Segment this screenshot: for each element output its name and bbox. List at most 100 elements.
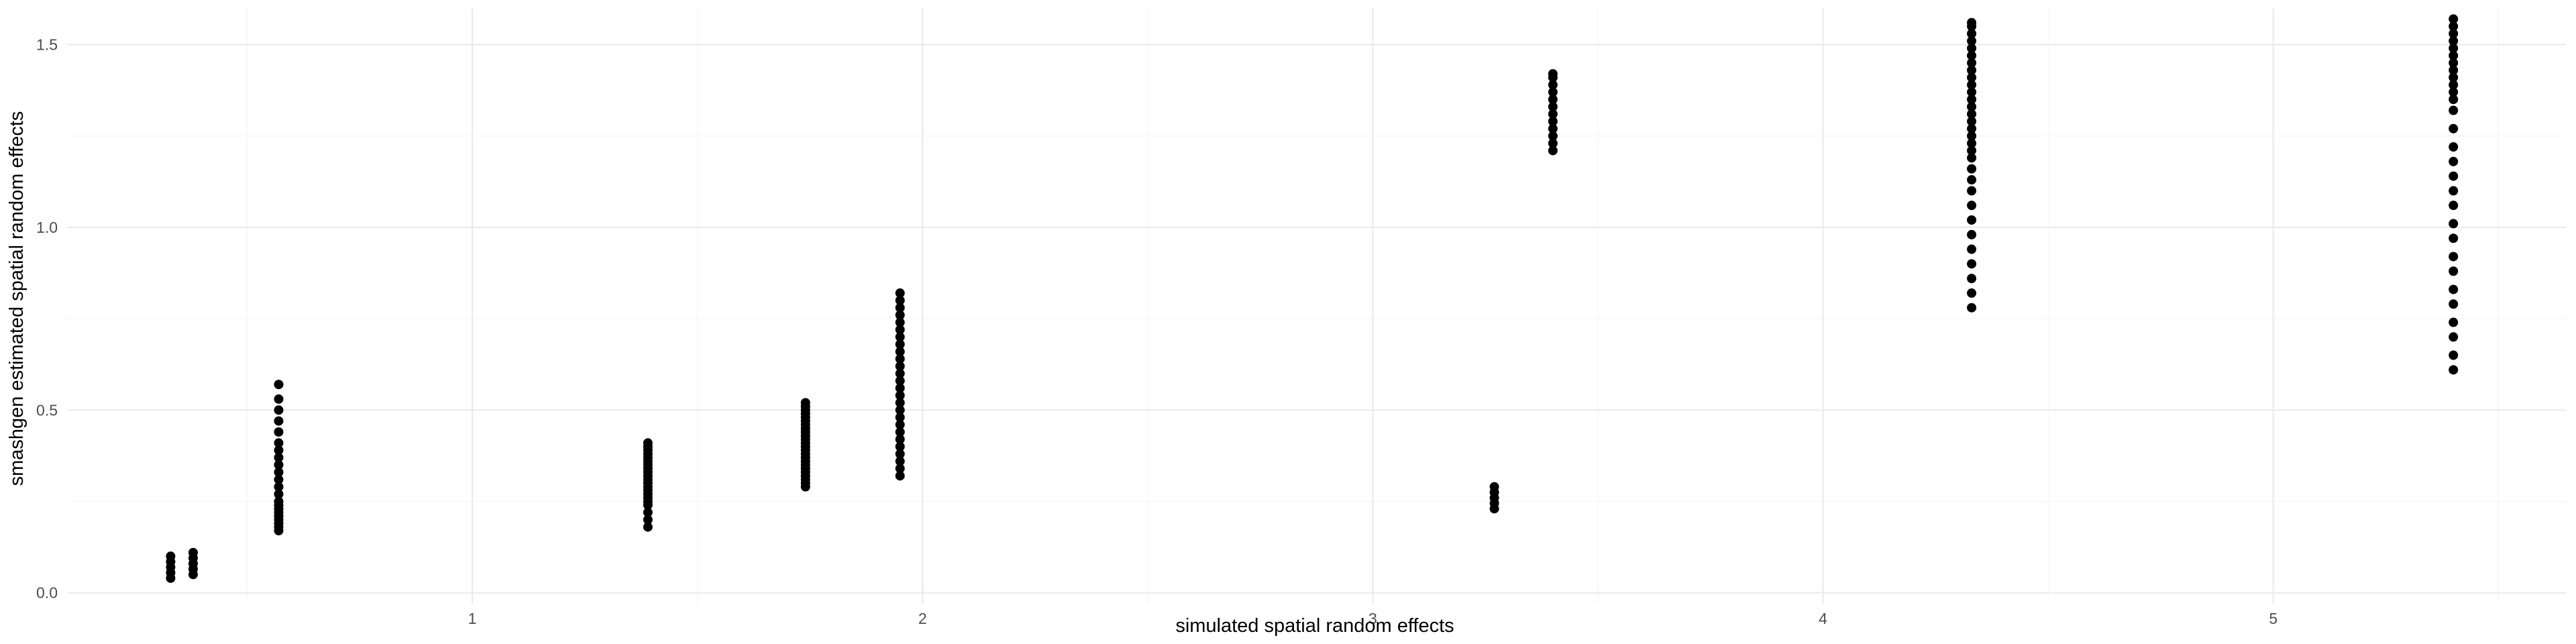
data-point: [1967, 65, 1977, 75]
data-point: [2449, 219, 2459, 229]
data-point: [895, 390, 905, 400]
data-point: [2449, 36, 2459, 46]
data-point: [2449, 87, 2459, 97]
data-point: [895, 310, 905, 320]
data-point: [2449, 171, 2459, 181]
data-point: [2449, 72, 2459, 83]
x-tick-label: 1: [468, 610, 477, 627]
data-point: [1967, 109, 1977, 119]
x-tick-label: 4: [1819, 610, 1827, 627]
data-point: [895, 434, 905, 444]
y-tick-label: 0.5: [36, 401, 58, 419]
data-point: [895, 413, 905, 423]
data-point: [643, 515, 653, 525]
data-point: [2449, 350, 2459, 360]
data-point: [1967, 303, 1977, 313]
data-point: [895, 376, 905, 386]
data-point: [2449, 80, 2459, 90]
data-point: [274, 380, 284, 390]
data-point: [1548, 138, 1558, 148]
data-point: [895, 368, 905, 378]
data-point: [2449, 14, 2459, 24]
data-point: [1967, 288, 1977, 298]
data-point: [895, 464, 905, 474]
data-point: [1548, 80, 1558, 90]
data-point: [2449, 142, 2459, 152]
data-point: [1967, 186, 1977, 196]
data-point: [1967, 43, 1977, 53]
data-point: [895, 317, 905, 327]
data-point: [1967, 259, 1977, 269]
y-axis-title: smashgen estimated spatial random effect…: [6, 111, 28, 486]
data-point: [895, 332, 905, 342]
data-point: [643, 507, 653, 517]
data-point: [1967, 229, 1977, 239]
data-point: [1967, 50, 1977, 60]
data-point: [2449, 156, 2459, 166]
data-point: [895, 303, 905, 313]
data-point: [1548, 116, 1558, 126]
data-point: [166, 551, 176, 561]
data-point: [895, 347, 905, 357]
data-point: [1967, 274, 1977, 284]
data-point: [2449, 65, 2459, 75]
data-point: [895, 288, 905, 298]
data-point: [1967, 244, 1977, 254]
data-point: [2449, 58, 2459, 68]
data-point: [188, 547, 198, 557]
data-point: [1548, 131, 1558, 141]
data-point: [1967, 17, 1977, 28]
data-point: [1967, 201, 1977, 211]
data-point: [2449, 105, 2459, 115]
data-point: [1967, 215, 1977, 225]
data-point: [274, 460, 284, 470]
data-point: [1967, 138, 1977, 148]
data-point: [1967, 29, 1977, 39]
data-point: [1967, 102, 1977, 112]
data-point: [895, 471, 905, 481]
data-point: [2449, 95, 2459, 105]
data-point: [1967, 153, 1977, 163]
data-point: [1967, 175, 1977, 185]
data-point: [1967, 116, 1977, 126]
data-point: [895, 420, 905, 430]
data-point: [274, 445, 284, 455]
data-point: [2449, 299, 2459, 309]
data-point: [2449, 186, 2459, 196]
data-point: [2449, 29, 2459, 39]
data-point: [895, 361, 905, 371]
data-point: [274, 394, 284, 404]
data-point: [1548, 69, 1558, 79]
grid: [67, 8, 2566, 604]
data-point: [1548, 109, 1558, 119]
data-points: [166, 14, 2459, 583]
data-point: [1548, 87, 1558, 97]
data-point: [274, 482, 284, 492]
data-point: [1548, 146, 1558, 156]
data-point: [2449, 233, 2459, 244]
data-point: [895, 354, 905, 364]
data-point: [1967, 58, 1977, 68]
data-point: [895, 449, 905, 459]
data-point: [1548, 95, 1558, 105]
y-tick-label: 0.0: [36, 584, 58, 602]
data-point: [274, 405, 284, 415]
data-point: [274, 416, 284, 426]
x-tick-label: 2: [918, 610, 927, 627]
data-point: [1967, 164, 1977, 174]
x-tick-label: 5: [2269, 610, 2277, 627]
data-point: [1967, 72, 1977, 83]
data-point: [2449, 21, 2459, 32]
data-point: [2449, 252, 2459, 262]
y-tick-label: 1.5: [36, 36, 58, 53]
y-tick-label: 1.0: [36, 219, 58, 236]
data-point: [800, 398, 810, 408]
data-point: [895, 295, 905, 305]
data-point: [895, 339, 905, 350]
data-point: [2449, 50, 2459, 60]
x-tick-label: 3: [1368, 610, 1377, 627]
data-point: [643, 522, 653, 532]
data-point: [895, 427, 905, 437]
x-axis-ticks: 1 2 3 4 5: [468, 610, 2277, 627]
